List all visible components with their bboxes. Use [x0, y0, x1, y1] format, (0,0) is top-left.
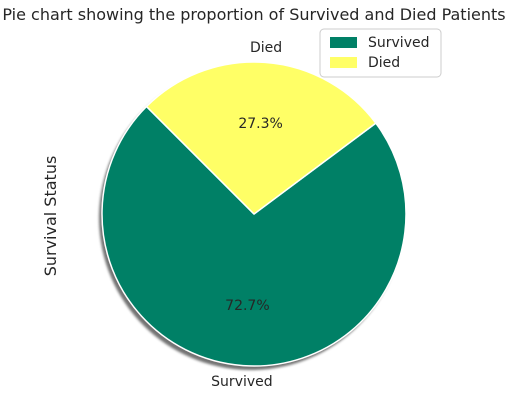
- pie-slice-survived: [101, 105, 407, 367]
- legend-swatch-died: [330, 57, 357, 68]
- percent-label-died: 27.3%: [238, 116, 282, 132]
- chart-title: Pie chart showing the proportion of Surv…: [2, 5, 505, 24]
- legend-label-survived: Survived: [368, 35, 429, 51]
- percent-label-survived: 72.7%: [225, 298, 269, 314]
- legend: Survived Died: [319, 28, 442, 78]
- pie-labels: Survived 72.7% Died 27.3%: [211, 40, 283, 390]
- pie-slice-died: [145, 61, 377, 215]
- slice-label-died: Died: [250, 40, 282, 56]
- legend-label-died: Died: [368, 55, 400, 71]
- pie-slices: [101, 61, 407, 367]
- y-axis-label: Survival Status: [41, 156, 60, 277]
- slice-label-survived: Survived: [211, 374, 272, 390]
- legend-swatch-survived: [330, 37, 357, 48]
